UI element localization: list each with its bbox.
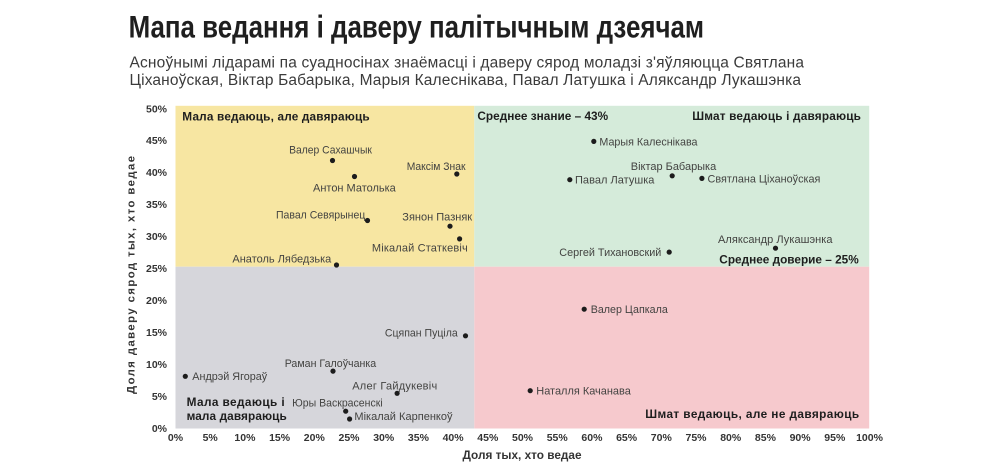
svg-text:Святлана Ціханоўская: Святлана Ціханоўская bbox=[708, 173, 821, 185]
svg-text:Раман Галоўчанка: Раман Галоўчанка bbox=[285, 358, 377, 370]
svg-text:5%: 5% bbox=[152, 391, 168, 403]
svg-text:5%: 5% bbox=[203, 432, 219, 444]
svg-text:80%: 80% bbox=[720, 432, 742, 444]
svg-text:Шмат ведаюць і давяраюць: Шмат ведаюць і давяраюць bbox=[692, 109, 861, 123]
svg-text:Максім Знак: Максім Знак bbox=[407, 161, 466, 173]
svg-text:45%: 45% bbox=[146, 135, 168, 147]
svg-text:65%: 65% bbox=[616, 432, 638, 444]
svg-text:Доля тых, хто ведае: Доля тых, хто ведае bbox=[462, 448, 581, 462]
svg-text:Мапа ведання і даверу палітычн: Мапа ведання і даверу палітычным дзеячам bbox=[129, 9, 705, 45]
svg-text:20%: 20% bbox=[146, 295, 168, 307]
svg-text:Анатоль Лябедзька: Анатоль Лябедзька bbox=[232, 254, 332, 266]
svg-text:40%: 40% bbox=[443, 432, 465, 444]
svg-text:30%: 30% bbox=[146, 231, 168, 243]
svg-text:Антон Матолька: Антон Матолька bbox=[313, 182, 397, 194]
svg-text:Шмат ведаюць, але не давяраюць: Шмат ведаюць, але не давяраюць bbox=[645, 407, 859, 421]
svg-text:25%: 25% bbox=[146, 263, 168, 275]
svg-text:Павал Латушка: Павал Латушка bbox=[575, 175, 655, 187]
svg-text:55%: 55% bbox=[547, 432, 569, 444]
svg-text:50%: 50% bbox=[146, 103, 168, 115]
svg-text:Сергей Тихановский: Сергей Тихановский bbox=[559, 247, 661, 259]
svg-text:15%: 15% bbox=[269, 432, 291, 444]
svg-text:Мала ведаюць і: Мала ведаюць і bbox=[187, 395, 285, 409]
svg-text:60%: 60% bbox=[581, 432, 603, 444]
svg-text:45%: 45% bbox=[477, 432, 499, 444]
svg-text:85%: 85% bbox=[755, 432, 777, 444]
svg-text:Валер Цапкала: Валер Цапкала bbox=[591, 304, 669, 316]
svg-text:35%: 35% bbox=[408, 432, 430, 444]
svg-text:Мікалай Карпенкоў: Мікалай Карпенкоў bbox=[354, 411, 453, 423]
svg-text:90%: 90% bbox=[790, 432, 812, 444]
svg-text:70%: 70% bbox=[651, 432, 673, 444]
svg-text:95%: 95% bbox=[824, 432, 846, 444]
svg-text:Ціханоўская, Віктар Бабарыка,: Ціханоўская, Віктар Бабарыка, Марыя Кале… bbox=[130, 72, 802, 89]
svg-text:75%: 75% bbox=[685, 432, 707, 444]
svg-text:Среднее знание – 43%: Среднее знание – 43% bbox=[477, 109, 608, 123]
svg-text:35%: 35% bbox=[146, 199, 168, 211]
svg-text:Валер Сахашчык: Валер Сахашчык bbox=[289, 144, 372, 156]
svg-text:Юры Васкрасенскі: Юры Васкрасенскі bbox=[292, 397, 383, 409]
svg-text:мала давяраюць: мала давяраюць bbox=[187, 409, 287, 423]
svg-text:10%: 10% bbox=[234, 432, 256, 444]
svg-text:Сцяпан Пуціла: Сцяпан Пуціла bbox=[385, 327, 459, 339]
svg-text:0%: 0% bbox=[168, 432, 184, 444]
svg-text:Алег Гайдукевіч: Алег Гайдукевіч bbox=[352, 380, 437, 392]
svg-text:25%: 25% bbox=[338, 432, 360, 444]
svg-text:Среднее доверие – 25%: Среднее доверие – 25% bbox=[719, 252, 859, 266]
svg-text:Зянон Пазняк: Зянон Пазняк bbox=[402, 212, 472, 224]
svg-text:Доля даверу сярод тых, хто вед: Доля даверу сярод тых, хто ведае bbox=[126, 156, 138, 394]
svg-text:15%: 15% bbox=[146, 327, 168, 339]
svg-text:100%: 100% bbox=[856, 432, 884, 444]
svg-text:20%: 20% bbox=[304, 432, 326, 444]
svg-text:0%: 0% bbox=[152, 423, 168, 435]
svg-text:Віктар Бабарыка: Віктар Бабарыка bbox=[631, 161, 717, 173]
svg-text:30%: 30% bbox=[373, 432, 395, 444]
svg-text:Павал Севярынец: Павал Севярынец bbox=[276, 210, 366, 222]
svg-text:50%: 50% bbox=[512, 432, 534, 444]
svg-text:Асноўнымі лідарамі па суадносі: Асноўнымі лідарамі па суадносінах знаёма… bbox=[130, 55, 805, 72]
svg-text:Мікалай Статкевіч: Мікалай Статкевіч bbox=[372, 242, 468, 254]
svg-text:10%: 10% bbox=[146, 359, 168, 371]
svg-text:40%: 40% bbox=[146, 167, 168, 179]
svg-text:Марыя Калеснікава: Марыя Калеснікава bbox=[599, 136, 698, 148]
svg-text:Мала ведаюць, але давяраюць: Мала ведаюць, але давяраюць bbox=[182, 109, 369, 123]
svg-text:Наталля Качанава: Наталля Качанава bbox=[536, 386, 631, 398]
svg-text:Андрэй Ягораў: Андрэй Ягораў bbox=[192, 371, 267, 383]
svg-text:Аляксандр Лукашэнка: Аляксандр Лукашэнка bbox=[718, 234, 833, 246]
